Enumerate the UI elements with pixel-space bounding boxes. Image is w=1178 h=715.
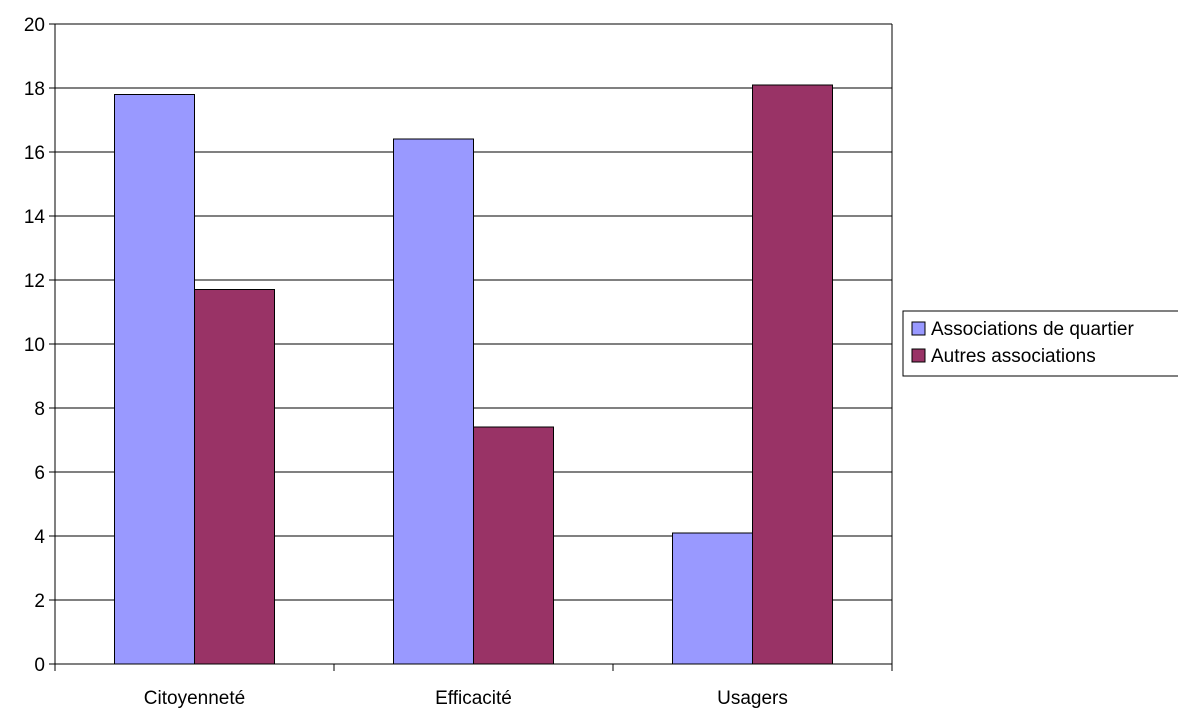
bar-associations-de-quartier <box>114 93 195 665</box>
legend-box <box>902 310 1178 377</box>
legend-swatch <box>911 321 926 336</box>
bar-associations-de-quartier <box>393 138 474 665</box>
bar-autres-associations <box>473 426 554 665</box>
legend-label: Autres associations <box>931 346 1096 367</box>
y-tick-label: 2 <box>34 591 45 612</box>
y-tick-label: 6 <box>34 463 45 484</box>
y-tick-label: 16 <box>24 143 45 164</box>
x-tick-label: Efficacité <box>435 688 512 709</box>
legend: Associations de quartier Autres associati… <box>902 310 1178 377</box>
x-tick-label: Usagers <box>717 688 788 709</box>
y-tick-label: 8 <box>34 399 45 420</box>
y-axis-ticks: 0 2 4 6 8 10 12 14 16 18 20 <box>24 15 55 676</box>
bar-autres-associations <box>752 84 833 665</box>
y-tick-label: 4 <box>34 527 45 548</box>
legend-swatch <box>911 348 926 363</box>
bars <box>114 84 833 665</box>
y-tick-label: 12 <box>24 271 45 292</box>
bar-associations-de-quartier <box>672 532 753 665</box>
bar-autres-associations <box>194 289 275 665</box>
y-tick-label: 0 <box>34 655 45 676</box>
y-tick-label: 20 <box>24 15 45 36</box>
x-tick-label: Citoyenneté <box>144 688 245 709</box>
legend-label: Associations de quartier <box>931 319 1134 340</box>
y-tick-label: 10 <box>24 335 45 356</box>
y-tick-label: 18 <box>24 79 45 100</box>
y-tick-label: 14 <box>24 207 46 228</box>
x-axis-ticks: Citoyenneté Efficacité Usagers <box>54 664 893 709</box>
